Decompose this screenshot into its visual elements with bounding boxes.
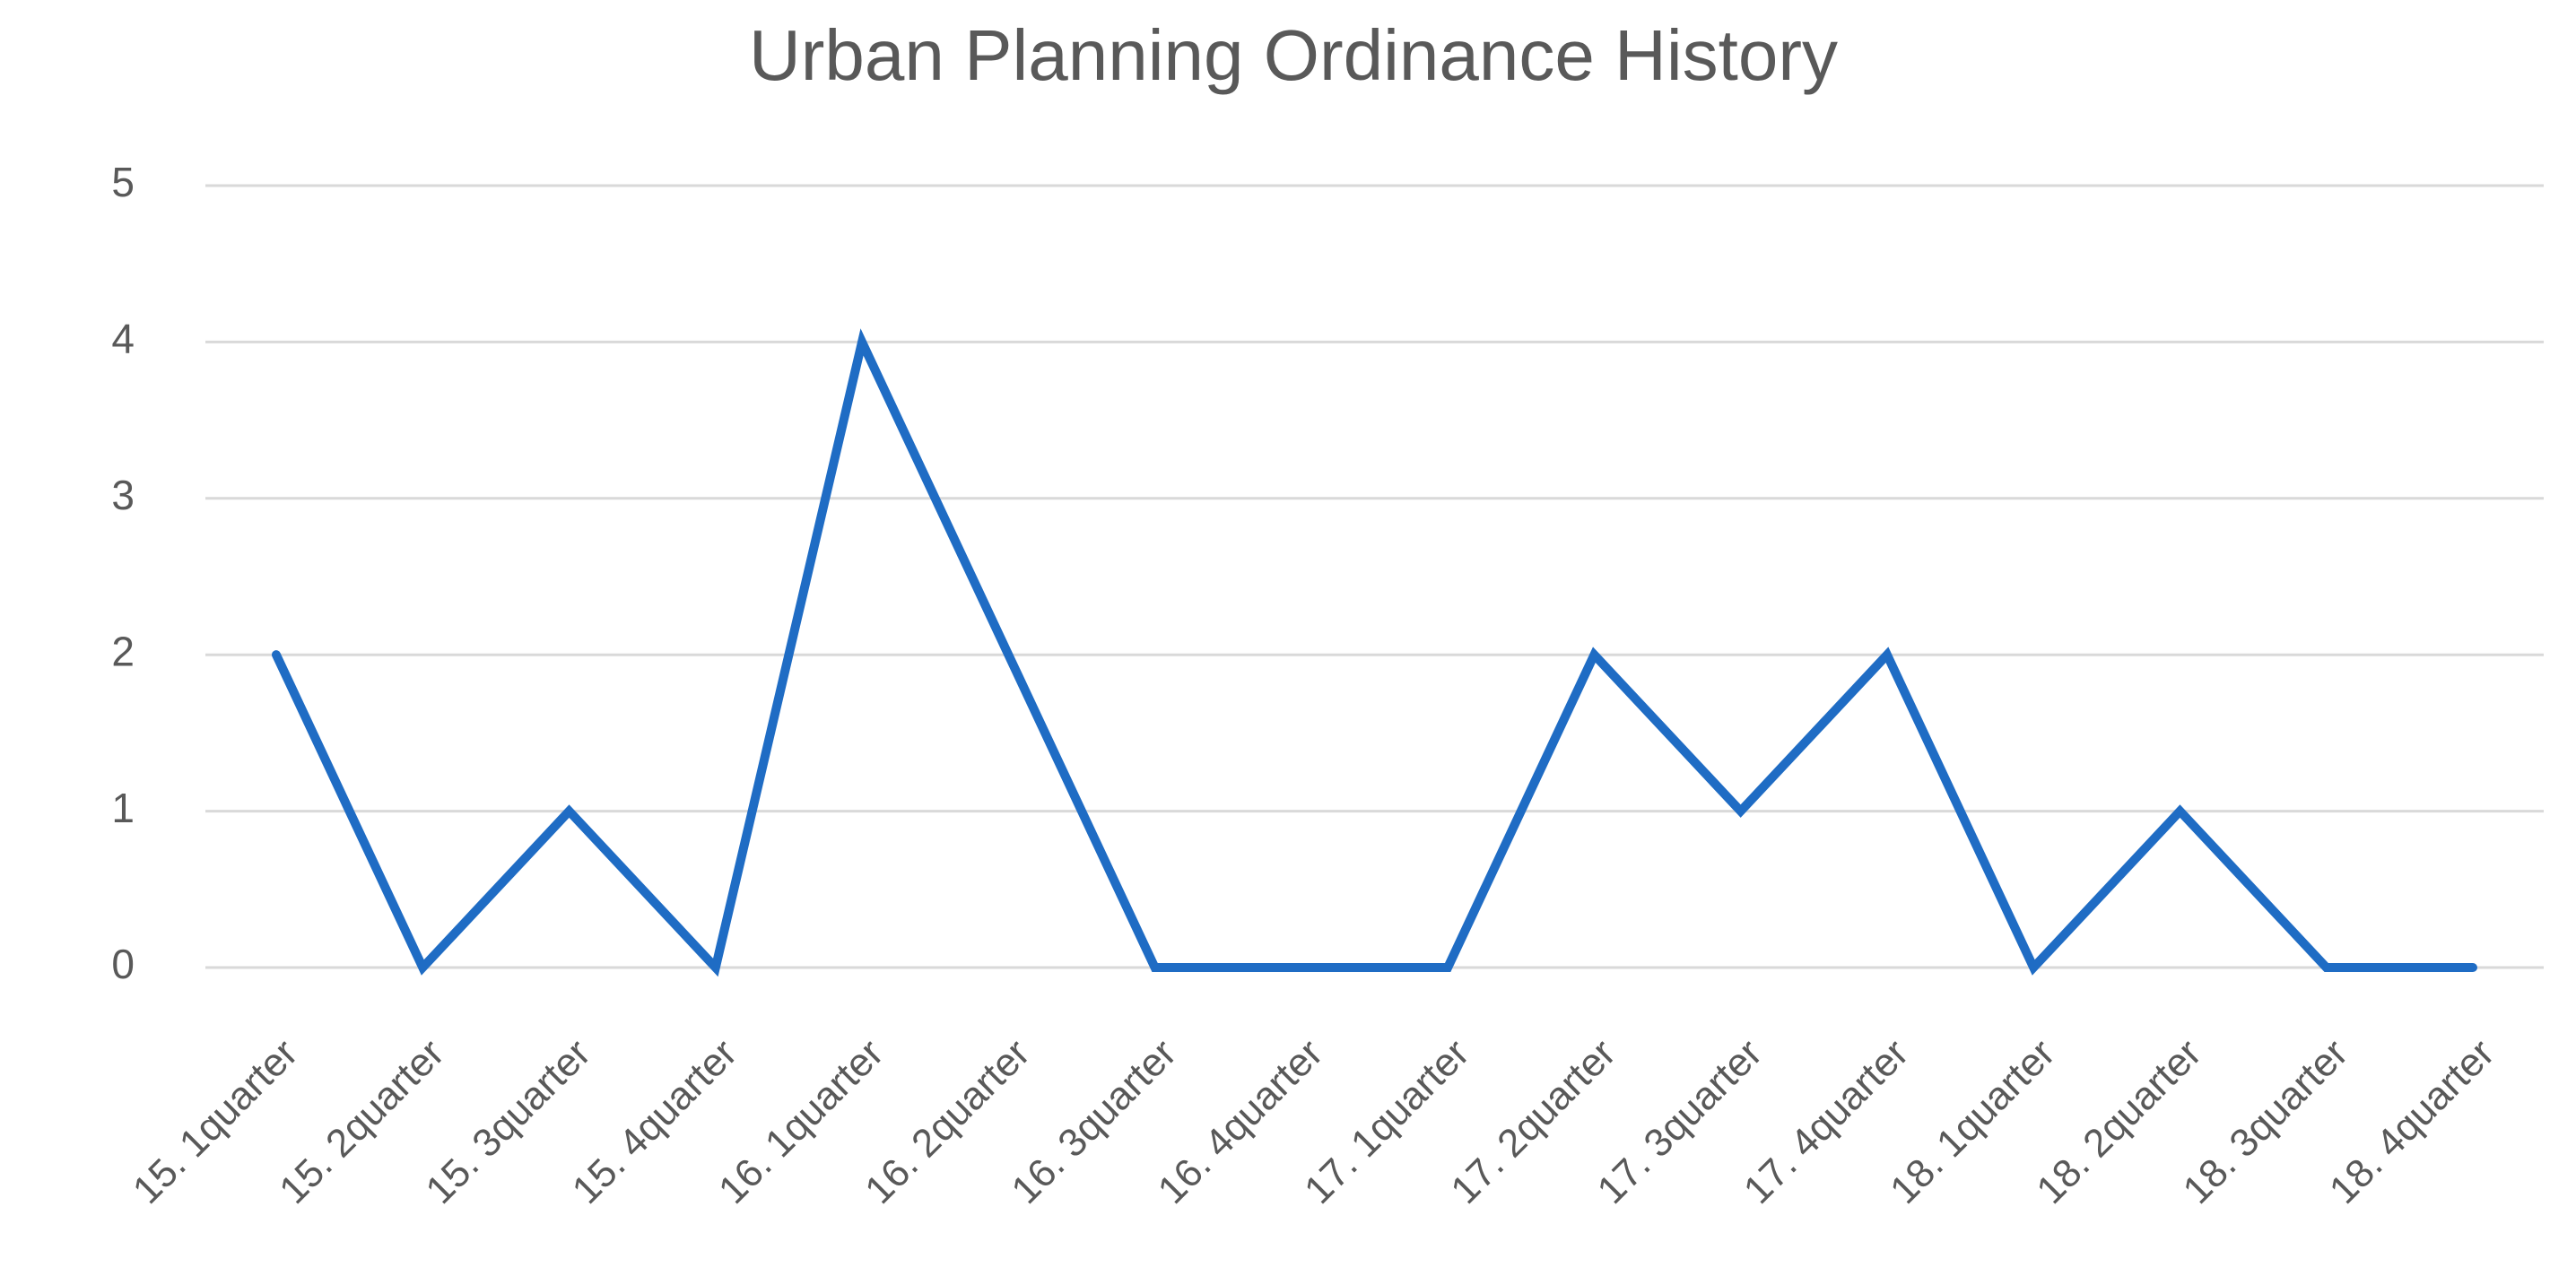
data-line (272, 328, 2477, 977)
y-tick-label: 1 (111, 785, 135, 831)
y-tick-label: 0 (111, 941, 135, 987)
y-tick-label: 5 (111, 159, 135, 205)
y-tick-label: 2 (111, 628, 135, 674)
y-tick-label: 3 (111, 472, 135, 518)
chart-title: Urban Planning Ordinance History (749, 15, 1838, 95)
y-tick-label: 4 (111, 316, 135, 362)
